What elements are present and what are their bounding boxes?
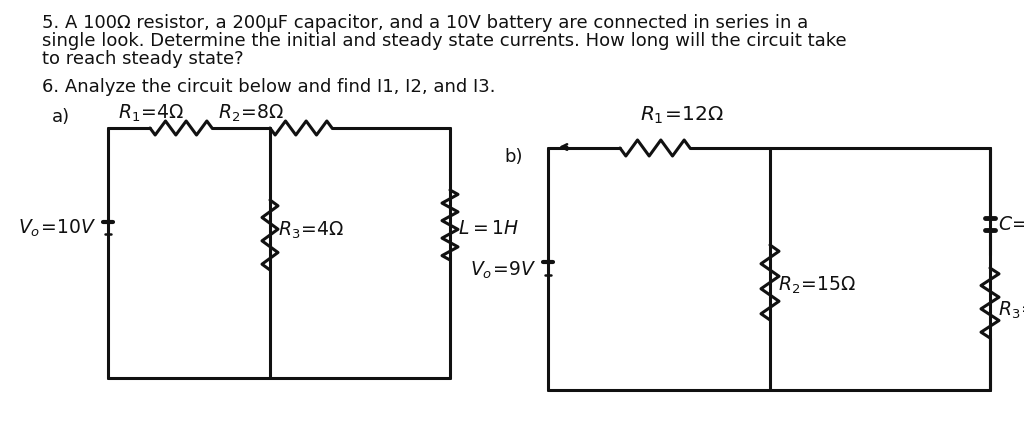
Text: $R_1\!=\!4\Omega$: $R_1\!=\!4\Omega$ xyxy=(118,103,184,124)
Text: a): a) xyxy=(52,108,70,126)
Text: single look. Determine the initial and steady state currents. How long will the : single look. Determine the initial and s… xyxy=(42,32,847,50)
Text: $V_o\!=\!9V$: $V_o\!=\!9V$ xyxy=(470,260,537,281)
Text: $V_o\!=\!10V$: $V_o\!=\!10V$ xyxy=(18,217,96,239)
Text: $C\!=\!10\mu F$: $C\!=\!10\mu F$ xyxy=(998,214,1024,236)
Text: $R_3\!=\!4\Omega$: $R_3\!=\!4\Omega$ xyxy=(278,219,344,241)
Text: $L = 1H$: $L = 1H$ xyxy=(458,219,519,238)
Text: 6. Analyze the circuit below and find I1, I2, and I3.: 6. Analyze the circuit below and find I1… xyxy=(42,78,496,96)
Text: $R_1\!=\!12\Omega$: $R_1\!=\!12\Omega$ xyxy=(640,105,724,126)
Text: b): b) xyxy=(504,148,522,166)
Text: 5. A 100Ω resistor, a 200μF capacitor, and a 10V battery are connected in series: 5. A 100Ω resistor, a 200μF capacitor, a… xyxy=(42,14,808,32)
Text: $R_3\!=\!3\Omega$: $R_3\!=\!3\Omega$ xyxy=(998,299,1024,321)
Text: $R_2\!=\!8\Omega$: $R_2\!=\!8\Omega$ xyxy=(218,103,285,124)
Text: $R_2\!=\!15\Omega$: $R_2\!=\!15\Omega$ xyxy=(778,274,856,296)
Text: to reach steady state?: to reach steady state? xyxy=(42,50,244,68)
